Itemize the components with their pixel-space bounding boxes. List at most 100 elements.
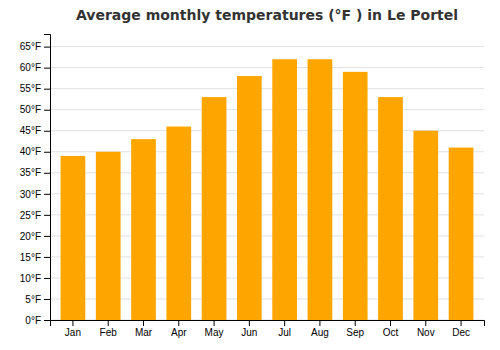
x-tick-label: Sep: [346, 327, 364, 338]
chart: 0°F 5°F 10°F 15°F 20°F 25°F 30°F 35°F 40°F 45°F 50…: [0, 0, 500, 350]
y-tick: 0°F: [25, 315, 50, 326]
x-tick-label: Jan: [65, 327, 81, 338]
x-tick: Mar: [135, 320, 153, 338]
y-tick: 35°F: [20, 167, 50, 178]
x-tick: Nov: [417, 320, 435, 338]
y-tick: 15°F: [20, 252, 50, 263]
x-tick: Sep: [346, 320, 364, 338]
x-tick-mark: [425, 320, 426, 326]
y-tick: 60°F: [20, 62, 50, 73]
bar: [61, 156, 86, 320]
grid-line: [50, 46, 484, 47]
x-tick-label: Apr: [171, 327, 187, 338]
x-tick-label: Mar: [135, 327, 153, 338]
x-tick: Jan: [65, 320, 81, 338]
x-tick: Jul: [278, 320, 291, 338]
y-tick-label: 45°F: [20, 125, 41, 136]
x-tick-label: Aug: [311, 327, 329, 338]
grid: [50, 47, 484, 320]
bar: [202, 97, 227, 320]
y-tick-mark: [44, 110, 50, 111]
y-axis: 0°F 5°F 10°F 15°F 20°F 25°F 30°F 35°F 40°F 45°F 50…: [20, 35, 51, 326]
x-tick-mark: [108, 320, 109, 326]
x-tick: Jun: [241, 320, 257, 338]
y-tick-mark: [44, 152, 50, 153]
x-tick-mark: [390, 320, 391, 326]
y-tick-label: 0°F: [25, 315, 41, 326]
x-axis: Jan Feb Mar Apr May Jun Jul Aug Sep Oct Nov Dec: [51, 320, 485, 338]
x-tick: Aug: [311, 320, 329, 338]
x-axis-line: [51, 321, 485, 327]
y-tick-mark: [44, 173, 50, 174]
y-tick: 10°F: [20, 273, 50, 284]
bar: [272, 59, 297, 320]
y-axis-line: [44, 35, 51, 321]
y-tick-label: 10°F: [20, 273, 41, 284]
bar: [378, 97, 403, 320]
bar: [308, 59, 333, 320]
bar: [343, 72, 368, 320]
bar: [449, 148, 474, 320]
y-tick-mark: [44, 257, 50, 258]
y-tick: 65°F: [20, 41, 50, 52]
x-tick-mark: [284, 320, 285, 326]
y-tick-mark: [44, 47, 50, 48]
bar: [237, 76, 262, 320]
x-tick-label: Oct: [383, 327, 399, 338]
x-tick: Apr: [171, 320, 187, 338]
x-tick: Dec: [452, 320, 470, 338]
y-tick-label: 15°F: [20, 252, 41, 263]
y-tick: 25°F: [20, 210, 50, 221]
x-tick-label: May: [205, 327, 224, 338]
y-tick: 50°F: [20, 104, 50, 115]
y-tick-label: 25°F: [20, 210, 41, 221]
y-tick: 45°F: [20, 125, 50, 136]
y-tick-label: 65°F: [20, 41, 41, 52]
grid-line: [50, 109, 484, 110]
y-tick-mark: [44, 215, 50, 216]
x-tick-mark: [319, 320, 320, 326]
y-tick: 40°F: [20, 146, 50, 157]
y-tick-mark: [44, 278, 50, 279]
x-tick: May: [205, 320, 224, 338]
y-tick-label: 20°F: [20, 231, 41, 242]
y-tick: 55°F: [20, 83, 50, 94]
title: Average monthly temperatures (°F ) in Le…: [76, 7, 458, 23]
y-tick-mark: [44, 320, 50, 321]
x-tick-mark: [178, 320, 179, 326]
y-tick-label: 60°F: [20, 62, 41, 73]
x-tick: Feb: [100, 320, 118, 338]
x-tick-label: Jul: [278, 327, 291, 338]
bars: [61, 59, 474, 320]
bar: [96, 152, 121, 320]
x-tick-mark: [214, 320, 215, 326]
y-tick-mark: [44, 299, 50, 300]
grid-line: [50, 67, 484, 68]
bar: [413, 131, 438, 320]
y-tick-label: 50°F: [20, 104, 41, 115]
y-tick-mark: [44, 194, 50, 195]
y-tick: 30°F: [20, 189, 50, 200]
y-tick-label: 5°F: [25, 294, 41, 305]
y-tick-label: 55°F: [20, 83, 41, 94]
y-tick-label: 40°F: [20, 146, 41, 157]
bar: [131, 139, 156, 320]
x-tick: Oct: [383, 320, 399, 338]
x-tick-label: Dec: [452, 327, 470, 338]
x-tick-label: Feb: [100, 327, 118, 338]
y-tick: 20°F: [20, 231, 50, 242]
y-tick: 5°F: [25, 294, 50, 305]
y-tick-mark: [44, 236, 50, 237]
y-tick-mark: [44, 89, 50, 90]
x-tick-label: Jun: [241, 327, 257, 338]
x-tick-mark: [461, 320, 462, 326]
y-tick-mark: [44, 68, 50, 69]
bar: [166, 127, 191, 320]
x-tick-mark: [355, 320, 356, 326]
y-tick-label: 30°F: [20, 189, 41, 200]
x-tick-mark: [249, 320, 250, 326]
x-tick-label: Nov: [417, 327, 435, 338]
y-tick-mark: [44, 131, 50, 132]
y-tick-label: 35°F: [20, 167, 41, 178]
grid-line: [50, 88, 484, 89]
